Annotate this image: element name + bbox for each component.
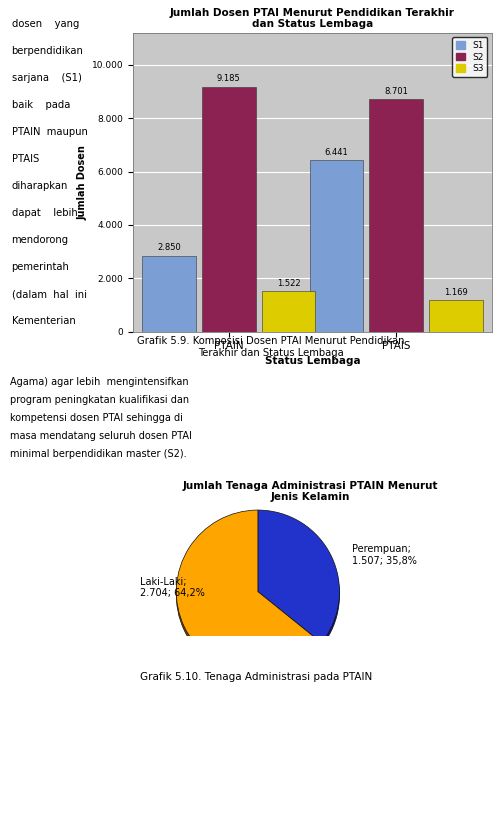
Y-axis label: Jumlah Dosen: Jumlah Dosen bbox=[77, 145, 87, 219]
Text: berpendidikan: berpendidikan bbox=[12, 46, 83, 56]
Wedge shape bbox=[258, 510, 339, 643]
Text: Jumlah Tenaga Administrasi PTAIN Menurut
Jenis Kelamin: Jumlah Tenaga Administrasi PTAIN Menurut… bbox=[182, 481, 437, 503]
Legend: S1, S2, S3: S1, S2, S3 bbox=[451, 38, 486, 77]
Text: 9.185: 9.185 bbox=[216, 75, 240, 84]
Bar bbox=[369, 99, 422, 332]
Text: 2.850: 2.850 bbox=[157, 243, 180, 252]
Text: 1.522: 1.522 bbox=[276, 278, 300, 287]
Bar bbox=[142, 256, 195, 332]
Text: dosen    yang: dosen yang bbox=[12, 19, 79, 29]
Text: dapat    lebih: dapat lebih bbox=[12, 208, 77, 218]
Text: sarjana    (S1): sarjana (S1) bbox=[12, 73, 81, 83]
Text: Agama) agar lebih  mengintensifkan: Agama) agar lebih mengintensifkan bbox=[10, 378, 188, 387]
Text: masa mendatang seluruh dosen PTAI: masa mendatang seluruh dosen PTAI bbox=[10, 431, 191, 441]
Bar bbox=[201, 87, 255, 332]
Text: kompetensi dosen PTAI sehingga di: kompetensi dosen PTAI sehingga di bbox=[10, 413, 182, 423]
Text: 151: 151 bbox=[463, 805, 486, 815]
X-axis label: Status Lembaga: Status Lembaga bbox=[264, 355, 360, 365]
Text: mendorong: mendorong bbox=[12, 235, 69, 245]
Bar bbox=[261, 291, 315, 332]
Text: 1.169: 1.169 bbox=[443, 288, 467, 297]
Text: (dalam  hal  ini: (dalam hal ini bbox=[12, 289, 86, 299]
Text: Perempuan;
1.507; 35,8%: Perempuan; 1.507; 35,8% bbox=[351, 544, 416, 566]
Wedge shape bbox=[176, 514, 321, 676]
Wedge shape bbox=[176, 510, 321, 673]
Text: baik    pada: baik pada bbox=[12, 100, 70, 110]
Text: program peningkatan kualifikasi dan: program peningkatan kualifikasi dan bbox=[10, 396, 189, 405]
Bar bbox=[309, 160, 363, 332]
Text: pemerintah: pemerintah bbox=[12, 262, 69, 272]
Text: Grafik 5.10. Tenaga Administrasi pada PTAIN: Grafik 5.10. Tenaga Administrasi pada PT… bbox=[140, 672, 371, 682]
Bar bbox=[428, 301, 482, 332]
Text: PTAIN  maupun: PTAIN maupun bbox=[12, 127, 87, 137]
Title: Jumlah Dosen PTAI Menurut Pendidikan Terakhir
dan Status Lembaga: Jumlah Dosen PTAI Menurut Pendidikan Ter… bbox=[170, 7, 454, 29]
Text: Kementerian: Kementerian bbox=[12, 316, 75, 326]
Text: Grafik 5.9. Komposisi Dosen PTAI Menurut Pendidikan
Terakhir dan Status Lembaga: Grafik 5.9. Komposisi Dosen PTAI Menurut… bbox=[137, 337, 404, 358]
Text: minimal berpendidikan master (S2).: minimal berpendidikan master (S2). bbox=[10, 449, 186, 459]
Text: 8.701: 8.701 bbox=[384, 88, 407, 97]
Text: diharapkan: diharapkan bbox=[12, 181, 68, 191]
Wedge shape bbox=[258, 514, 339, 646]
Text: PTAIS: PTAIS bbox=[12, 154, 39, 164]
Text: 6.441: 6.441 bbox=[324, 147, 348, 156]
Text: Laki-Laki;
2.704; 64,2%: Laki-Laki; 2.704; 64,2% bbox=[139, 577, 204, 599]
